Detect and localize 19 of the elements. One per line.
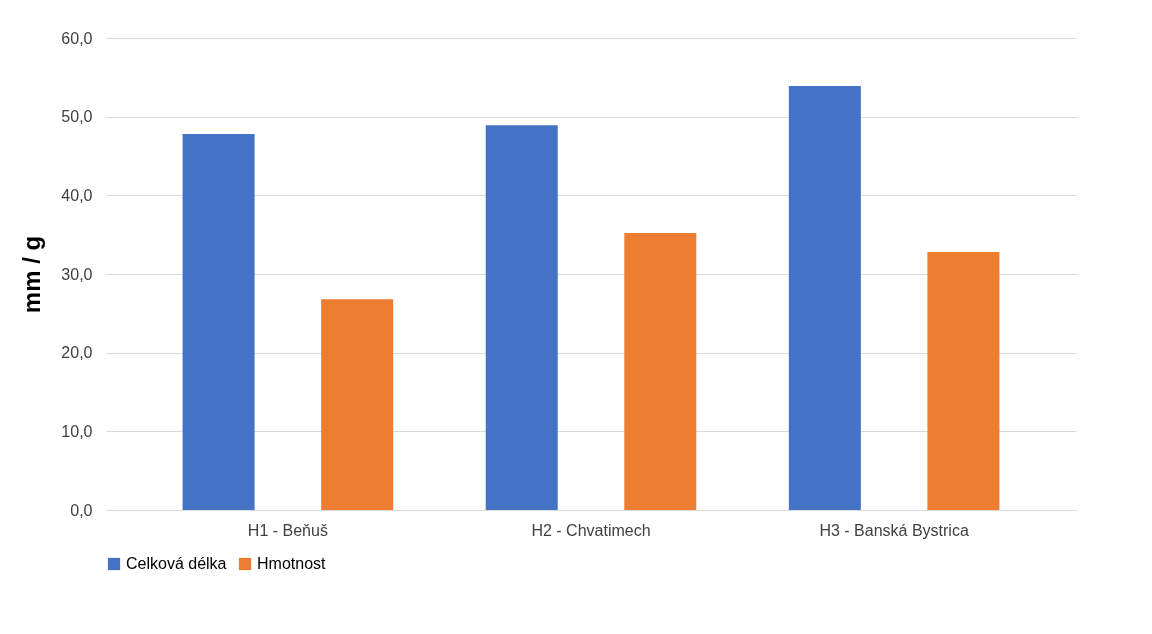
x-tick-label: H3 - Banská Bystrica (819, 521, 969, 539)
y-tick-label: 30,0 (61, 265, 93, 283)
legend-label: Celková délka (126, 555, 227, 572)
bar (927, 251, 1000, 510)
bar (321, 299, 394, 510)
bar (182, 133, 255, 510)
x-tick-label: H2 - Chvatimech (531, 521, 651, 539)
y-tick-label: 20,0 (61, 344, 93, 362)
bar (485, 125, 558, 510)
y-tick-label: 60,0 (61, 29, 93, 47)
bar (624, 233, 697, 510)
bar (788, 85, 861, 510)
y-tick-label: 50,0 (61, 108, 93, 126)
y-axis-title: mm / g (18, 235, 46, 314)
y-tick-label: 0,0 (70, 501, 93, 519)
legend-label: Hmotnost (257, 555, 327, 572)
y-tick-label: 10,0 (61, 422, 93, 440)
y-tick-label: 40,0 (61, 186, 93, 204)
x-tick-label: H1 - Beňuš (247, 521, 328, 539)
